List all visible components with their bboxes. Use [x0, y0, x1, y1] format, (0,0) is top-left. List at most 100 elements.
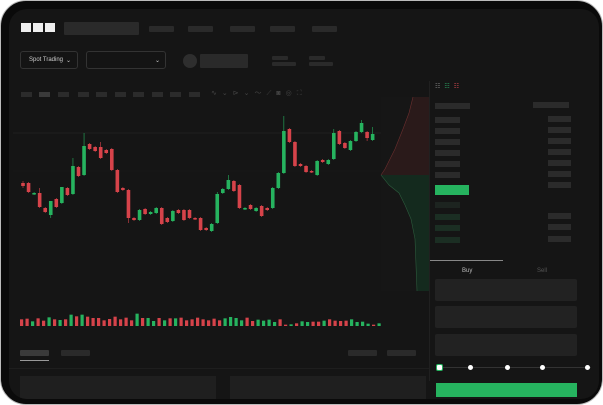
candle: [254, 208, 258, 211]
price-input[interactable]: [435, 279, 577, 301]
volume-bar: [20, 319, 24, 326]
tab-underline: [430, 260, 503, 261]
slider-mark-75[interactable]: [540, 365, 545, 370]
volume-bar: [91, 318, 95, 326]
candle: [137, 210, 142, 220]
ruler-icon[interactable]: ⟋: [266, 90, 277, 97]
orderbook-bid-price[interactable]: [435, 202, 460, 208]
candle: [348, 141, 353, 150]
nav-item[interactable]: [312, 26, 337, 32]
slider-mark-100[interactable]: [585, 365, 590, 370]
interval-button[interactable]: [115, 92, 126, 97]
tab-open-orders[interactable]: [20, 350, 49, 356]
orderbook-ask-price[interactable]: [435, 139, 460, 145]
candle: [320, 160, 325, 162]
volume-bar: [64, 319, 68, 326]
settings-icon[interactable]: ◎: [285, 90, 297, 97]
interval-button[interactable]: [170, 92, 181, 97]
volume-bar: [58, 320, 62, 326]
pair-dropdown[interactable]: ⌄: [86, 51, 166, 69]
candle: [209, 224, 214, 231]
percent-slider-track[interactable]: [439, 367, 591, 368]
chevron-down-icon: ⌄: [154, 57, 160, 64]
camera-icon[interactable]: ◙: [276, 90, 286, 97]
candle: [337, 131, 342, 144]
candle: [226, 180, 231, 189]
orderbook-both-icon[interactable]: ☷: [435, 84, 445, 90]
candle: [193, 218, 197, 220]
orderbook-bid-price[interactable]: [435, 225, 460, 231]
percent-slider-handle[interactable]: [436, 364, 443, 371]
candle: [65, 188, 70, 195]
candle: [293, 142, 297, 166]
pair-price: [200, 54, 248, 68]
volume-bar: [256, 319, 260, 326]
slider-mark-50[interactable]: [505, 365, 510, 370]
orderbook-bid-price[interactable]: [435, 214, 460, 220]
candle: [165, 218, 170, 222]
volume-bar: [273, 322, 277, 326]
nav-item[interactable]: [270, 26, 295, 32]
volume-bar: [229, 317, 233, 326]
orderbook-ask-price[interactable]: [435, 172, 460, 178]
total-input[interactable]: [435, 334, 577, 356]
tab-buy[interactable]: Buy: [462, 268, 473, 274]
candle: [276, 173, 281, 188]
interval-button[interactable]: [189, 92, 200, 97]
amount-input[interactable]: [435, 306, 577, 328]
volume-bar: [355, 322, 359, 326]
chart-tools[interactable]: ∿⌄⊳⌄〜⟋◙◎⛶: [211, 88, 307, 98]
candle: [71, 166, 75, 194]
interval-button[interactable]: [78, 92, 89, 97]
fullscreen-icon[interactable]: ⛶: [296, 90, 307, 97]
orderbook-ask-price[interactable]: [435, 117, 460, 123]
market-type-dropdown[interactable]: Spot Trading ⌄: [20, 51, 78, 69]
orderbook-bid-price[interactable]: [435, 237, 460, 243]
candle: [204, 228, 208, 230]
line-icon[interactable]: 〜: [254, 90, 267, 97]
volume-bar: [218, 320, 222, 326]
candle: [343, 143, 347, 148]
candle: [176, 210, 181, 213]
interval-button-active[interactable]: [39, 92, 50, 97]
orderbook-amount: [548, 224, 571, 230]
orderbook-ask-price[interactable]: [435, 161, 460, 167]
orderbook-sell-icon[interactable]: ☷: [453, 84, 464, 90]
orderbook-buy-icon[interactable]: ☷: [444, 84, 454, 90]
tab-sell[interactable]: Sell: [537, 268, 548, 274]
candle: [332, 133, 336, 159]
volume-bar: [361, 321, 365, 326]
volume-bar: [350, 319, 354, 326]
search-bar[interactable]: [64, 22, 139, 35]
interval-button[interactable]: [58, 92, 69, 97]
volume-bar: [377, 323, 381, 326]
app-screen: Spot Trading ⌄ ⌄ ∿⌄⊳⌄〜⟋◙◎⛶ ☷☷☷: [9, 9, 599, 399]
interval-button[interactable]: [21, 92, 32, 97]
filter-button[interactable]: [387, 350, 416, 356]
indicator-icon[interactable]: ∿⌄: [211, 90, 233, 97]
nav-item[interactable]: [230, 26, 255, 32]
interval-button[interactable]: [152, 92, 163, 97]
orderbook-ask-price[interactable]: [435, 150, 460, 156]
orderbook-amount: [548, 171, 571, 177]
orderbook-view-toggle[interactable]: ☷☷☷: [435, 83, 463, 90]
volume-bar: [245, 317, 249, 326]
nav-item[interactable]: [188, 26, 213, 32]
coin-avatar: [183, 54, 197, 68]
tab-underline: [20, 360, 49, 361]
filter-button[interactable]: [348, 350, 377, 356]
tab-order-history[interactable]: [61, 350, 90, 356]
nav-item[interactable]: [149, 26, 174, 32]
draw-icon[interactable]: ⊳⌄: [232, 90, 255, 97]
volume-bar: [97, 318, 101, 326]
slider-mark-25[interactable]: [468, 365, 473, 370]
volume-bar: [168, 318, 172, 326]
orderbook-ask-price[interactable]: [435, 128, 460, 134]
volume-bar: [196, 317, 200, 326]
orderbook-last-price: [435, 185, 469, 195]
candle: [171, 211, 175, 221]
buy-button[interactable]: [436, 383, 577, 397]
interval-button[interactable]: [96, 92, 107, 97]
interval-button[interactable]: [133, 92, 144, 97]
orderbook-amount: [548, 160, 571, 166]
